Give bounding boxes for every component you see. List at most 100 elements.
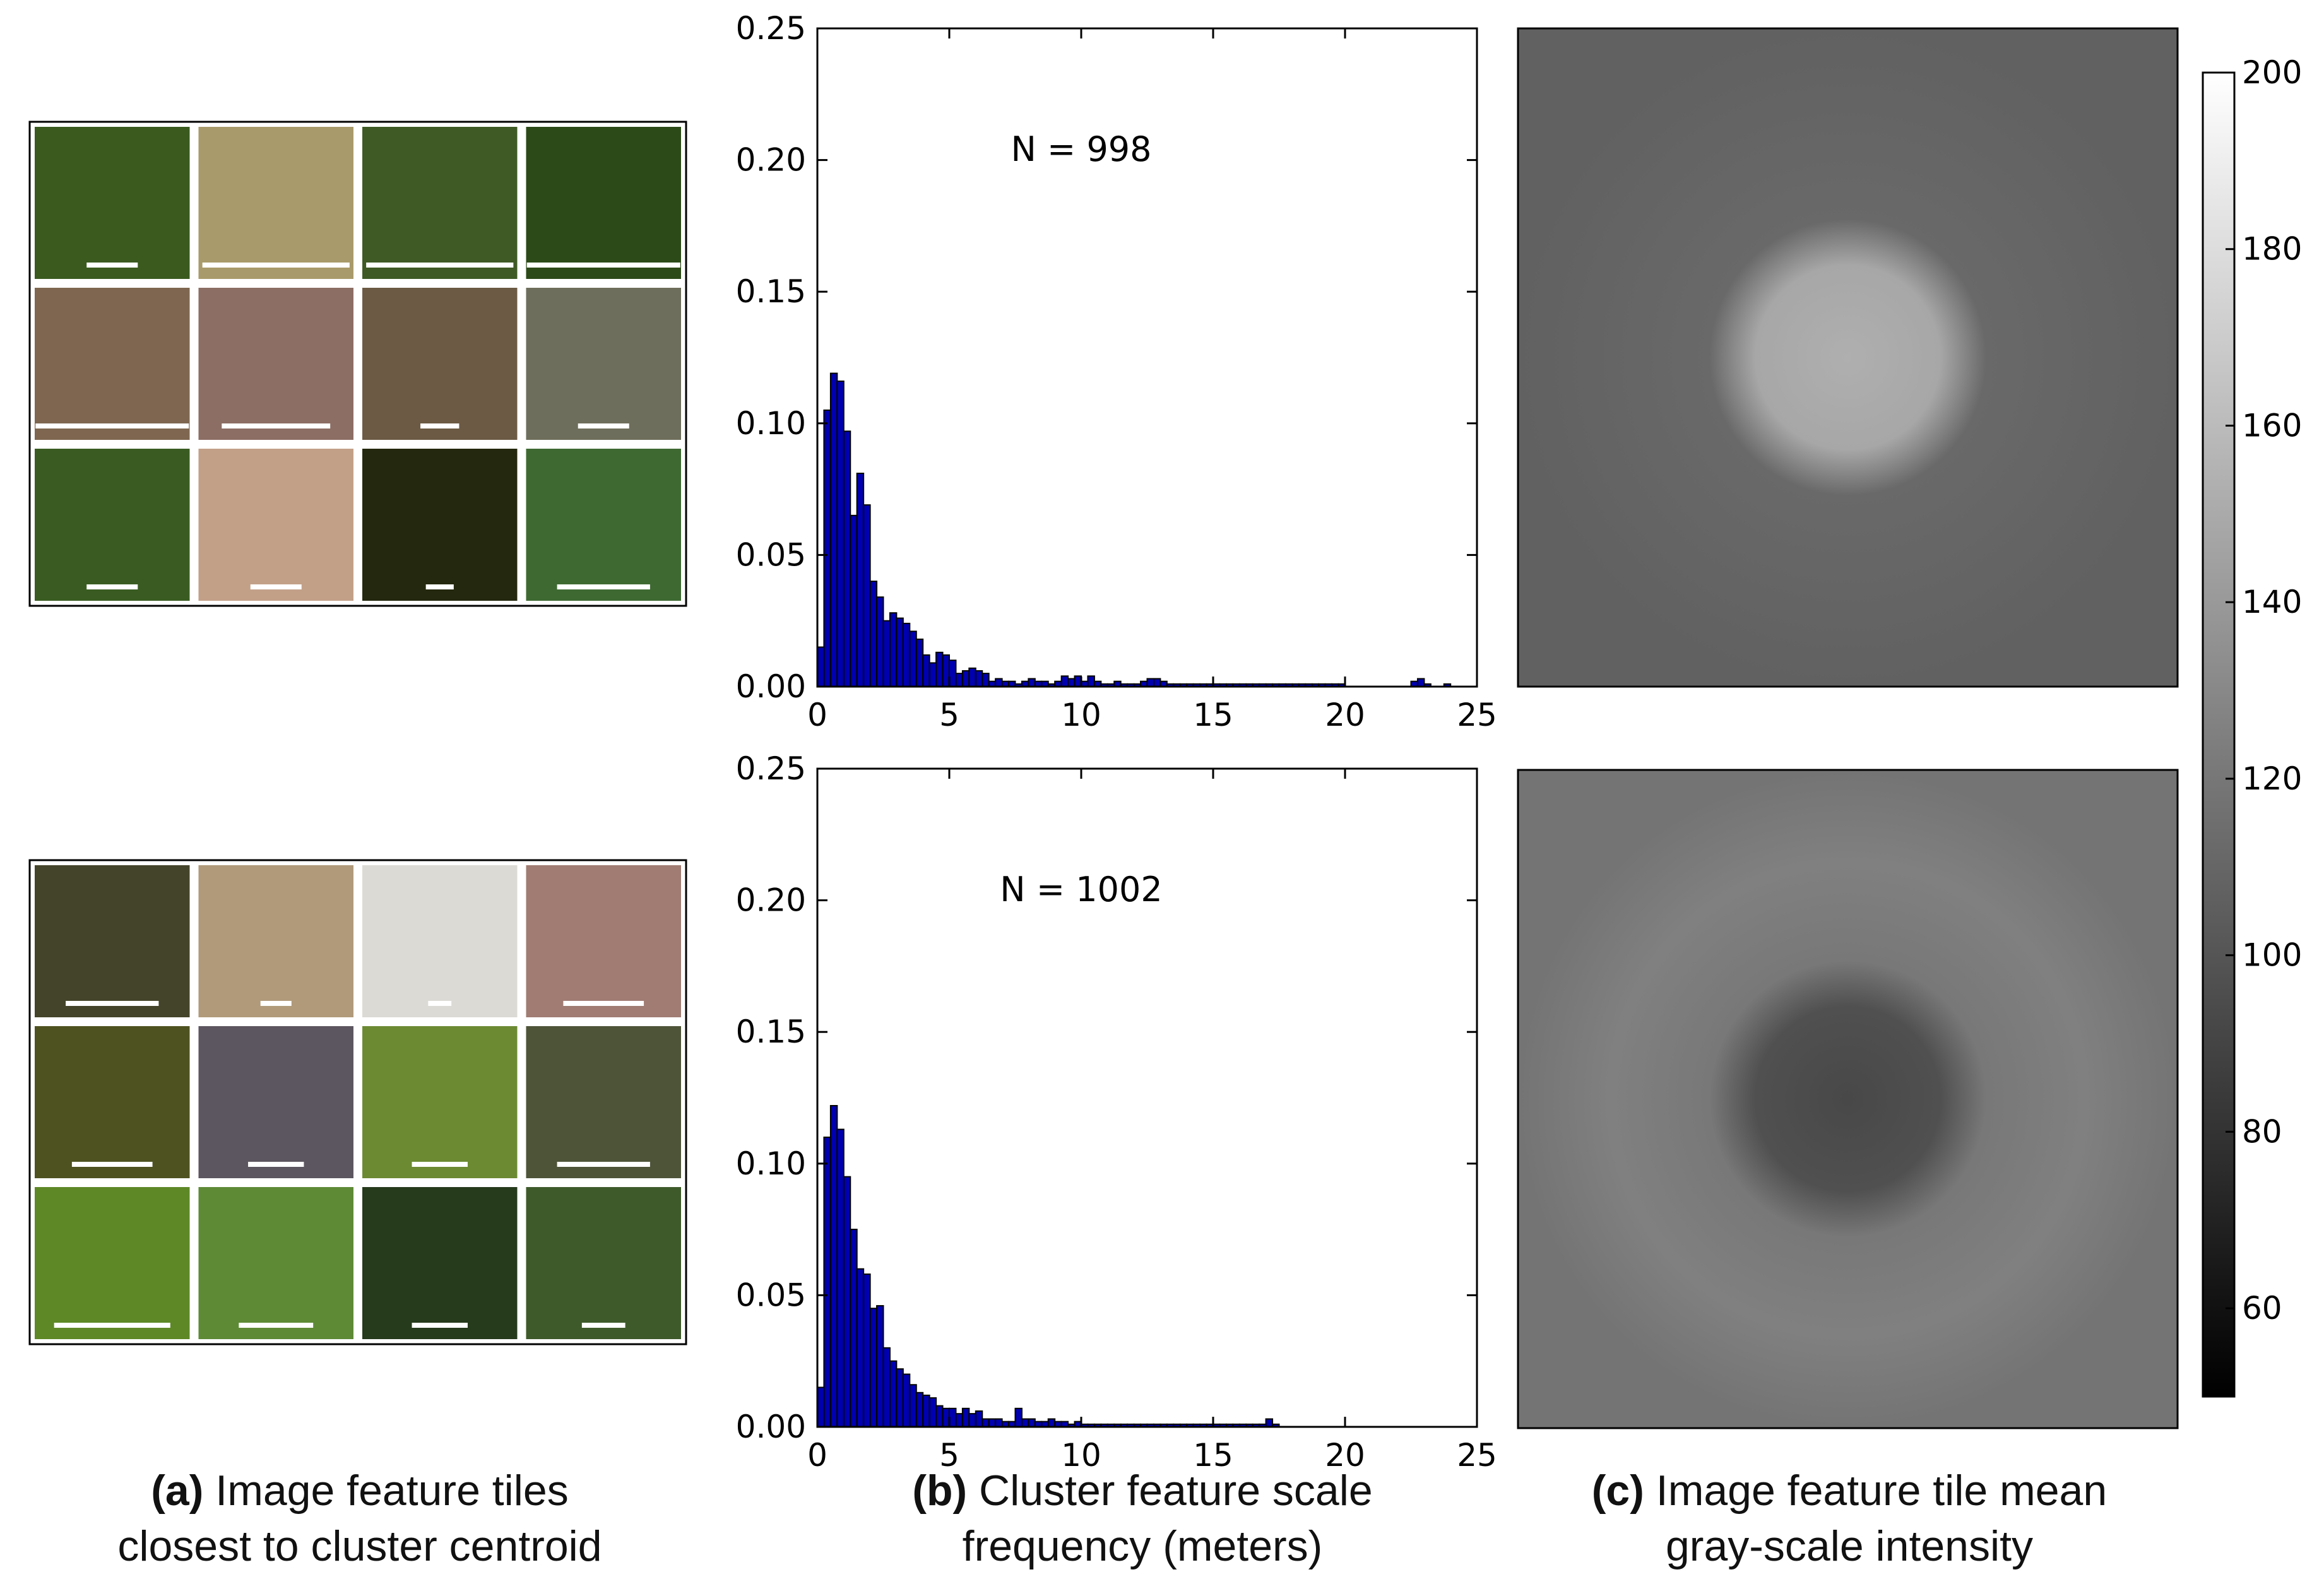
tile-scale-bar: [222, 423, 331, 429]
histogram-bar: [902, 622, 911, 688]
scale-histogram-cluster-1: 0 5 10 15 20 25 0.00 0.05 0.10 0.15 0.20 0.25 N = 99…: [736, 10, 1497, 733]
x-tick-label: 20: [1325, 697, 1365, 733]
y-tick-label: 0.10: [736, 1145, 806, 1182]
colorbar-tick-label: 180: [2242, 231, 2302, 268]
x-tick-label: 15: [1193, 1437, 1233, 1474]
histogram-bar: [915, 638, 924, 687]
histogram-bar: [850, 514, 858, 687]
colorbar-tick-label: 100: [2242, 937, 2302, 974]
tile-scale-bar: [581, 1323, 625, 1328]
histogram-bar: [856, 1268, 865, 1428]
caption-c-line2: gray-scale intensity: [1665, 1522, 2034, 1570]
histogram-bar: [1060, 675, 1069, 688]
histogram-bar: [928, 1397, 937, 1427]
histogram-bar: [882, 620, 891, 688]
histogram-bar: [836, 381, 845, 687]
x-tick-label: 5: [939, 1437, 959, 1474]
tile-scale-bar: [71, 1162, 153, 1167]
image-tile: [362, 127, 518, 279]
tile-scale-bar: [202, 263, 350, 268]
x-tick-label: 25: [1457, 1437, 1497, 1474]
caption-b-label: (b): [912, 1467, 968, 1515]
image-tile: [526, 288, 681, 440]
image-tile: [35, 127, 190, 279]
histogram-bar: [863, 1274, 871, 1428]
image-tile: [526, 865, 681, 1017]
y-tick-label: 0.25: [736, 10, 806, 47]
image-tile: [362, 449, 518, 601]
image-tile: [198, 127, 353, 279]
histogram-bar: [1028, 678, 1036, 688]
histogram-bar: [968, 667, 976, 688]
histogram-bar: [949, 1407, 957, 1427]
colorbar-tick-label: 140: [2242, 584, 2302, 620]
histogram-bar: [1416, 678, 1425, 688]
tile-scale-bar: [526, 263, 680, 268]
image-tile: [526, 1187, 681, 1339]
image-tile: [35, 449, 190, 601]
histogram-bar: [922, 1394, 930, 1428]
histogram-bar: [902, 1373, 911, 1428]
caption-a: (a) Image feature tiles closest to clust…: [25, 1463, 694, 1574]
histogram-bar: [817, 646, 825, 688]
image-tile: [198, 865, 353, 1017]
histogram-bar: [1021, 1418, 1029, 1427]
plot-frame: [816, 27, 1478, 688]
tile-scale-bar: [248, 1162, 304, 1167]
histogram-bar: [909, 630, 917, 687]
colorbar-tick-label: 120: [2242, 760, 2302, 797]
histogram-bar: [981, 673, 990, 688]
colorbar-tick-label: 200: [2242, 54, 2302, 91]
scale-histogram-cluster-2: 0 5 10 15 20 25 0.00 0.05 0.10 0.15 0.20 0.25 N = 10…: [736, 750, 1497, 1474]
caption-b-line1: Cluster feature scale: [979, 1467, 1373, 1515]
histogram-bar: [995, 678, 1003, 688]
y-tick-label: 0.05: [736, 536, 806, 573]
image-tile: [198, 1026, 353, 1178]
tile-scale-bar: [260, 1001, 292, 1006]
histogram-bar: [995, 1418, 1003, 1427]
x-tick-label: 5: [939, 697, 959, 733]
plot-area: [817, 28, 1477, 687]
histogram-bar: [896, 1368, 904, 1428]
histogram-bar: [1047, 1418, 1056, 1427]
colorbar-tick-label: 160: [2242, 407, 2302, 444]
caption-b-line2: frequency (meters): [962, 1522, 1323, 1570]
colorbar-gradient: [2202, 71, 2236, 1398]
caption-c-label: (c): [1591, 1467, 1644, 1515]
caption-a-line1: Image feature tiles: [215, 1467, 569, 1515]
histogram-bar: [843, 1176, 851, 1428]
x-tick-label: 0: [807, 697, 827, 733]
histogram-bar: [968, 1413, 976, 1427]
histogram-bar: [876, 596, 884, 687]
histogram-bar: [1153, 678, 1161, 688]
tile-scale-bar: [412, 1162, 468, 1167]
tile-scale-bar: [250, 584, 302, 589]
tile-scale-bar: [239, 1323, 314, 1328]
y-tick-label: 0.15: [736, 273, 806, 310]
histogram-bar: [850, 1229, 858, 1427]
histogram-bar: [863, 504, 871, 688]
tile-scale-bar: [428, 1001, 452, 1006]
histogram-bar: [882, 1347, 891, 1428]
histogram-bar: [981, 1418, 990, 1427]
histogram-bar: [949, 659, 957, 688]
y-tick-label: 0.00: [736, 668, 806, 705]
histogram-bar: [823, 1137, 831, 1427]
image-tile: [362, 865, 518, 1017]
intensity-heatmap-cluster-1: [1517, 27, 2179, 688]
histogram-bar: [876, 1305, 884, 1427]
caption-a-label: (a): [151, 1467, 204, 1515]
tile-scale-bar: [557, 584, 650, 589]
image-tile: [198, 449, 353, 601]
caption-c-line1: Image feature tile mean: [1656, 1467, 2108, 1515]
histogram-bar: [1074, 675, 1082, 688]
tile-scale-bar: [578, 423, 629, 429]
histogram-bar: [1146, 678, 1154, 688]
plot-frame: [816, 767, 1478, 1428]
histogram-bar: [823, 409, 831, 687]
histogram-bar: [935, 651, 944, 688]
heatmap-2-image: [1517, 769, 2179, 1429]
image-tile: [362, 288, 518, 440]
histogram-bar: [922, 654, 930, 688]
y-tick-label: 0.00: [736, 1409, 806, 1445]
